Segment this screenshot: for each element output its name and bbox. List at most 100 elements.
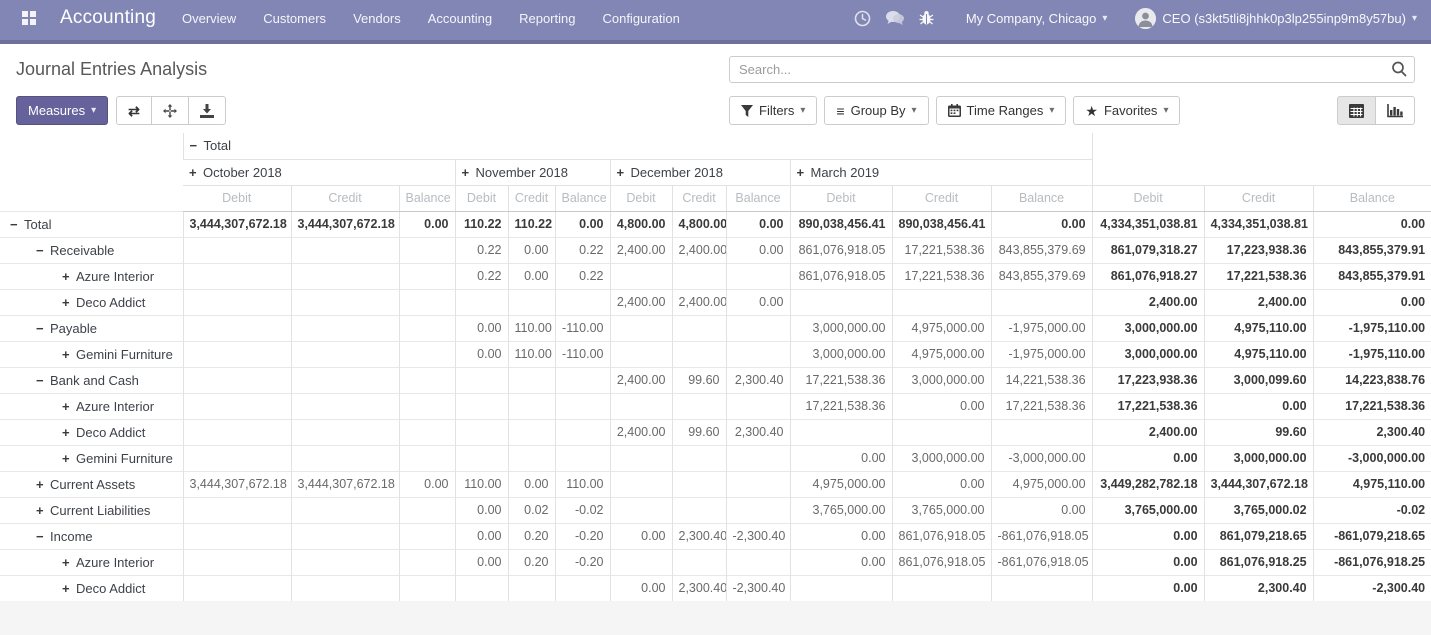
menu-item-accounting[interactable]: Accounting	[427, 10, 493, 26]
measures-button[interactable]: Measures ▾	[16, 96, 109, 125]
row-header-current-assets[interactable]: + Current Assets	[0, 470, 183, 497]
column-group-october-2018[interactable]: + October 2018	[183, 159, 455, 186]
collapse-icon[interactable]: −	[10, 216, 18, 232]
row-header-azure-interior[interactable]: + Azure Interior	[0, 262, 183, 289]
graph-view-button[interactable]	[1375, 96, 1415, 125]
menu-item-vendors[interactable]: Vendors	[353, 10, 401, 26]
row-header-deco-addict[interactable]: + Deco Addict	[0, 418, 183, 445]
measure-header-debit[interactable]: Debit	[454, 185, 508, 212]
row-header-current-liabilities[interactable]: + Current Liabilities	[0, 496, 183, 523]
measure-header-credit[interactable]: Credit	[1203, 185, 1314, 212]
expand-icon[interactable]: +	[796, 164, 805, 180]
messages-icon[interactable]	[884, 7, 906, 29]
pivot-cell: 0.00	[507, 262, 555, 289]
measure-header-balance[interactable]: Balance	[1312, 185, 1431, 212]
expand-icon[interactable]: +	[36, 476, 44, 492]
table-row: + Gemini Furniture 0.00 3,000,000.00 -3,000,…	[0, 444, 1431, 471]
expand-all-button[interactable]	[150, 96, 189, 125]
expand-icon[interactable]: +	[62, 268, 70, 284]
collapse-icon[interactable]: −	[36, 372, 44, 388]
expand-icon[interactable]: +	[189, 164, 197, 180]
measure-header-credit[interactable]: Credit	[290, 185, 399, 212]
measure-header-balance[interactable]: Balance	[990, 185, 1093, 212]
measure-header-balance[interactable]: Balance	[398, 185, 455, 212]
bug-icon[interactable]	[916, 7, 938, 29]
row-header-total[interactable]: − Total	[0, 210, 183, 237]
measure-header-balance[interactable]: Balance	[554, 185, 610, 212]
time-ranges-button[interactable]: Time Ranges ▾	[935, 96, 1067, 125]
measure-header-balance[interactable]: Balance	[725, 185, 790, 212]
expand-icon[interactable]: +	[62, 450, 70, 466]
top-navbar: Accounting Overview Customers Vendors Accou…	[0, 0, 1431, 44]
column-group-total[interactable]: − Total	[182, 133, 1093, 160]
pivot-cell	[725, 392, 790, 419]
measure-header-credit[interactable]: Credit	[671, 185, 726, 212]
row-header-deco-addict[interactable]: + Deco Addict	[0, 574, 183, 601]
pivot-cell: 861,076,918.05	[789, 236, 892, 263]
group-by-button[interactable]: ≡ Group By ▾	[824, 96, 929, 125]
row-header-gemini-furniture[interactable]: + Gemini Furniture	[0, 444, 183, 471]
app-title[interactable]: Accounting	[60, 7, 157, 28]
user-menu[interactable]: CEO (s3kt5tli8jhhk0p3lp255inp9m8y57bu) ▾	[1135, 7, 1417, 29]
column-group-label: December 2018	[630, 164, 724, 180]
favorites-button[interactable]: ★ Favorites ▾	[1073, 96, 1181, 125]
expand-icon[interactable]: +	[62, 554, 70, 570]
pivot-cell: 2,300.40	[671, 574, 726, 601]
expand-icon[interactable]: +	[62, 346, 70, 362]
row-header-receivable[interactable]: − Receivable	[0, 236, 183, 263]
column-group-march-2019[interactable]: + March 2019	[789, 159, 1093, 186]
pivot-cell: 3,000,000.00	[1091, 314, 1205, 341]
row-header-azure-interior[interactable]: + Azure Interior	[0, 548, 183, 575]
measure-header-debit[interactable]: Debit	[183, 185, 291, 212]
menu-item-reporting[interactable]: Reporting	[519, 10, 576, 26]
row-header-income[interactable]: − Income	[0, 522, 183, 549]
column-group-november-2018[interactable]: + November 2018	[454, 159, 610, 186]
expand-icon[interactable]: +	[616, 164, 625, 180]
collapse-icon[interactable]: −	[36, 320, 44, 336]
download-button[interactable]	[187, 96, 226, 125]
pivot-cell: 2,400.00	[1203, 288, 1314, 315]
pivot-cell: 99.60	[671, 418, 726, 445]
menu-item-overview[interactable]: Overview	[182, 10, 237, 26]
measure-header-debit[interactable]: Debit	[789, 185, 892, 212]
pivot-view-button[interactable]	[1337, 96, 1376, 125]
expand-icon[interactable]: +	[62, 424, 70, 440]
menu-item-configuration[interactable]: Configuration	[602, 10, 680, 26]
measure-header-credit[interactable]: Credit	[891, 185, 991, 212]
collapse-icon[interactable]: −	[189, 138, 198, 154]
row-header-azure-interior[interactable]: + Azure Interior	[0, 392, 183, 419]
expand-icon[interactable]: +	[62, 580, 70, 596]
measure-header-debit[interactable]: Debit	[1091, 185, 1205, 212]
collapse-icon[interactable]: −	[36, 242, 44, 258]
apps-menu-icon[interactable]	[14, 3, 44, 33]
pivot-cell	[671, 392, 726, 419]
measure-header-credit[interactable]: Credit	[507, 185, 555, 212]
pivot-cell	[609, 340, 672, 367]
pivot-cell	[671, 262, 726, 289]
pivot-cell: 4,975,110.00	[1312, 470, 1431, 497]
expand-icon[interactable]: +	[62, 294, 70, 310]
pivot-cell: -1,975,110.00	[1312, 314, 1431, 341]
flip-axis-icon: ⇄	[128, 102, 140, 119]
menu-item-customers[interactable]: Customers	[263, 10, 327, 26]
expand-icon[interactable]: +	[62, 398, 70, 414]
filters-button[interactable]: Filters ▾	[729, 96, 818, 125]
column-group-december-2018[interactable]: + December 2018	[609, 159, 790, 186]
row-header-gemini-furniture[interactable]: + Gemini Furniture	[0, 340, 183, 367]
expand-icon[interactable]: +	[36, 502, 44, 518]
pivot-cell: -1,975,000.00	[990, 340, 1093, 367]
row-header-bank-and-cash[interactable]: − Bank and Cash	[0, 366, 183, 393]
view-switcher	[1337, 96, 1415, 125]
pivot-cell: -0.20	[554, 522, 610, 549]
pivot-cell: 3,765,000.00	[789, 496, 892, 523]
collapse-icon[interactable]: −	[36, 528, 44, 544]
row-header-deco-addict[interactable]: + Deco Addict	[0, 288, 183, 315]
flip-axis-button[interactable]: ⇄	[116, 96, 152, 125]
search-icon[interactable]	[1390, 60, 1408, 78]
activities-clock-icon[interactable]	[852, 7, 874, 29]
search-input[interactable]	[729, 56, 1415, 83]
company-switcher[interactable]: My Company, Chicago ▾	[966, 11, 1108, 26]
measure-header-debit[interactable]: Debit	[609, 185, 672, 212]
expand-icon[interactable]: +	[461, 164, 470, 180]
row-header-payable[interactable]: − Payable	[0, 314, 183, 341]
